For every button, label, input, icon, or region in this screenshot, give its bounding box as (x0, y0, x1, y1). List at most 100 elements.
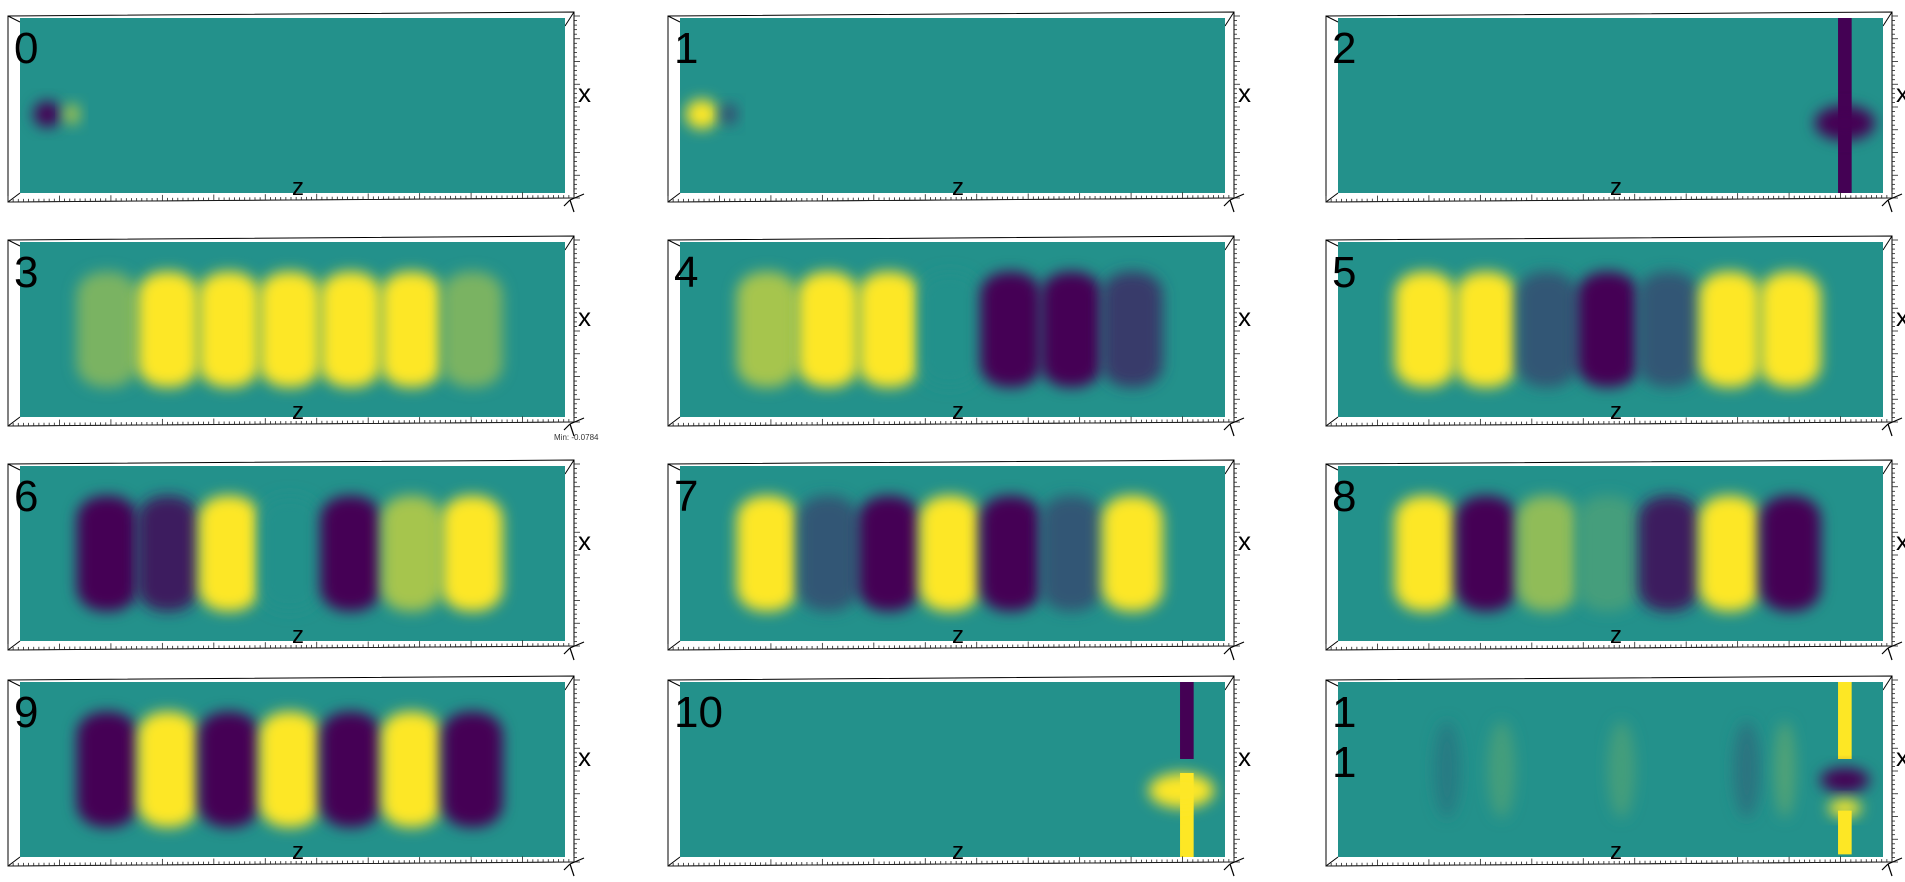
z-axis-ticks (7, 192, 575, 203)
field-blob (685, 99, 719, 130)
mode-lobe (381, 495, 442, 612)
z-axis-label: z (292, 622, 304, 649)
panel-number: 9 (14, 688, 39, 737)
field-plot (7, 459, 585, 661)
mode-panel-2: 2 x z (1318, 8, 1905, 218)
mode-lobe (797, 495, 859, 612)
mode-lobe (1455, 495, 1517, 612)
axes-triad-icon (1223, 417, 1245, 437)
panel-number: 4 (674, 248, 699, 297)
x-axis-label: x (1238, 526, 1251, 556)
axes-triad-icon (1881, 193, 1903, 213)
z-axis-ticks (7, 416, 575, 427)
min-value-text: Min: -0.0784 (554, 433, 599, 442)
mode-lobe (1516, 271, 1578, 388)
z-axis-label: z (952, 838, 964, 865)
mode-lobe (259, 271, 321, 388)
mode-panel-11: 1 1 x z (1318, 672, 1905, 877)
mode-lobe (1699, 495, 1760, 612)
mode-lobe (1638, 495, 1700, 612)
field-blob (1433, 721, 1461, 818)
field-blob (1487, 721, 1516, 818)
z-axis-label: z (292, 838, 304, 865)
z-axis-ticks (667, 416, 1235, 427)
mode-lobe (1394, 495, 1456, 612)
field-plot (7, 11, 585, 213)
mode-lobe (797, 271, 859, 388)
mode-lobe (1101, 495, 1163, 612)
z-axis-ticks (667, 640, 1235, 651)
x-axis-ticks (574, 239, 580, 423)
mode-lobe (198, 711, 260, 828)
z-axis-label: z (1610, 174, 1622, 201)
mode-panel-6: 6 x z (0, 456, 591, 666)
mode-lobe (1759, 495, 1821, 612)
field-plot (667, 675, 1245, 877)
mode-lobe (1516, 495, 1578, 612)
mode-panel-1: 1 x z (660, 8, 1251, 218)
mode-lobe (919, 495, 981, 612)
field-plot (7, 675, 585, 877)
mode-lobe (1041, 495, 1102, 612)
x-axis-label: x (1896, 742, 1905, 772)
mode-lobe (198, 271, 260, 388)
z-axis-ticks (667, 192, 1235, 203)
mode-panel-8: 8 x z (1318, 456, 1905, 666)
mode-lobe (1394, 271, 1456, 388)
mode-lobe (259, 711, 321, 828)
x-axis-ticks (574, 679, 580, 863)
field-bar (1838, 810, 1852, 855)
z-axis-label: z (952, 174, 964, 201)
mode-lobe (441, 495, 503, 612)
field-background (1338, 18, 1883, 193)
x-axis-label: x (578, 78, 591, 108)
panel-number: 6 (14, 472, 39, 521)
z-axis-ticks (1325, 416, 1893, 427)
panel-number: 8 (1332, 472, 1357, 521)
x-axis-label: x (1238, 302, 1251, 332)
z-axis-label: z (952, 622, 964, 649)
z-axis-label: z (292, 398, 304, 425)
x-axis-ticks (1234, 239, 1240, 423)
mode-lobe (736, 495, 798, 612)
mode-lobe (919, 271, 981, 388)
mode-panel-7: 7 x z (660, 456, 1251, 666)
field-plot (1325, 459, 1903, 661)
mode-lobe (441, 711, 503, 828)
panel-number: 1 (674, 24, 699, 73)
mode-lobe (320, 711, 382, 828)
z-axis-label: z (292, 174, 304, 201)
field-plot (667, 459, 1245, 661)
panel-number: 2 (1332, 24, 1357, 73)
panel-number: 1 1 (1332, 688, 1357, 787)
z-axis-label: z (1610, 622, 1622, 649)
field-bar (1180, 682, 1194, 759)
z-axis-ticks (7, 640, 575, 651)
mode-lobe (1041, 271, 1102, 388)
field-plot (1325, 675, 1903, 877)
field-plot (1325, 11, 1903, 213)
field-background (20, 18, 565, 193)
field-blob (1814, 105, 1875, 141)
mode-lobe (1577, 495, 1639, 612)
x-axis-label: x (1238, 78, 1251, 108)
x-axis-label: x (578, 302, 591, 332)
mode-lobe (381, 711, 442, 828)
panel-number: 10 (674, 688, 723, 737)
x-axis-label: x (578, 742, 591, 772)
mode-lobe (858, 271, 920, 388)
x-axis-label: x (1238, 742, 1251, 772)
mode-lobe (137, 495, 199, 612)
mode-lobe (76, 711, 138, 828)
mode-lobe (441, 271, 503, 388)
z-axis-label: z (952, 398, 964, 425)
panel-number: 7 (674, 472, 699, 521)
field-blob (1774, 721, 1796, 818)
x-axis-ticks (1234, 463, 1240, 647)
field-blob (33, 101, 61, 128)
mode-lobe (980, 271, 1042, 388)
mode-lobe (259, 495, 321, 612)
x-axis-ticks (574, 15, 580, 199)
mode-lobe (1101, 271, 1163, 388)
panel-number: 5 (1332, 248, 1357, 297)
